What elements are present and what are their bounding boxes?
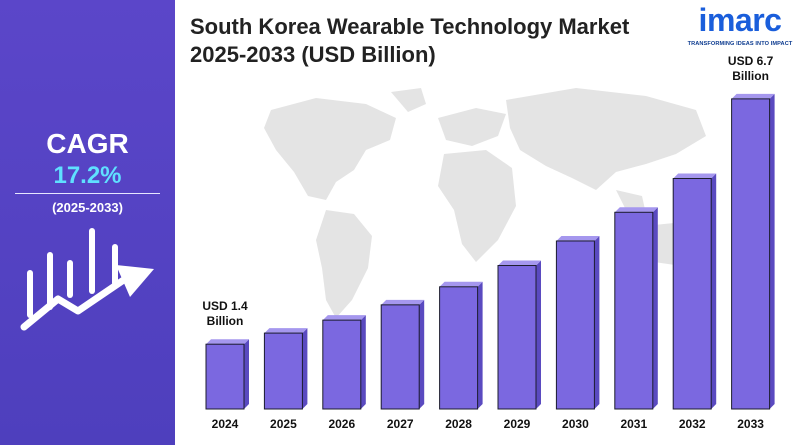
bar-2032: [672, 173, 717, 410]
bars-layer: [205, 93, 775, 410]
bar-top-2025: [264, 328, 308, 334]
x-tick-2026: 2026: [328, 417, 355, 431]
bar-front-2033: [731, 98, 771, 410]
bar-2031: [614, 207, 658, 410]
x-tick-2028: 2028: [445, 417, 472, 431]
bar-side-2028: [477, 281, 483, 409]
bar-2026: [322, 315, 366, 410]
data-label-2033-1: USD 6.7: [728, 54, 774, 68]
bar-front-2030: [555, 240, 595, 410]
x-tick-2032: 2032: [679, 417, 706, 431]
data-label-2024-1: USD 1.4: [202, 299, 248, 313]
logo-tagline: TRANSFORMING IDEAS INTO IMPACT: [687, 41, 793, 47]
bar-side-2029: [536, 260, 541, 409]
bar-side-2026: [360, 315, 366, 409]
bar-front-2031: [614, 211, 654, 410]
bar-side-2032: [711, 173, 717, 409]
bar-top-2028: [439, 281, 483, 287]
chart-title-line2: 2025-2033 (USD Billion): [190, 42, 436, 67]
bar-top-2033: [731, 93, 775, 99]
bar-side-2025: [302, 328, 308, 409]
cagr-label: CAGR: [46, 128, 129, 159]
bar-top-2032: [673, 173, 717, 179]
data-label-2024-2: Billion: [207, 314, 244, 328]
bar-top-2024: [206, 339, 249, 345]
labels-layer: 2024 2025 2026 2027 2028 2029 2030 2031 2032 2033…: [202, 54, 773, 431]
x-tick-2027: 2027: [387, 417, 414, 431]
x-tick-2033: 2033: [737, 417, 764, 431]
cagr-divider: [15, 193, 160, 194]
x-tick-2029: 2029: [504, 417, 531, 431]
bar-side-2027: [419, 299, 425, 409]
bar-front-2026: [322, 319, 362, 410]
bar-front-2029: [497, 265, 537, 410]
cagr-period: (2025-2033): [52, 200, 123, 215]
x-tick-2031: 2031: [620, 417, 647, 431]
bar-top-2031: [614, 207, 658, 213]
bar-growth-arrow-icon: [20, 228, 154, 331]
bar-2033: [731, 93, 775, 410]
data-label-2033-2: Billion: [732, 69, 769, 83]
bar-chart: 2024 2025 2026 2027 2028 2029 2030 2031 2032 2033…: [202, 54, 775, 431]
bar-top-2030: [556, 235, 600, 241]
bar-front-2032: [672, 177, 712, 410]
x-tick-2030: 2030: [562, 417, 589, 431]
x-tick-2024: 2024: [212, 417, 239, 431]
cagr-sidebar: CAGR 17.2% (2025-2033): [0, 0, 175, 445]
bar-side-2030: [594, 235, 600, 409]
bar-front-2028: [439, 286, 479, 410]
cagr-value: 17.2%: [53, 162, 122, 189]
bar-front-2025: [263, 332, 303, 410]
bar-2024: [205, 339, 249, 410]
bar-2029: [497, 260, 541, 410]
bar-2025: [263, 328, 308, 410]
x-tick-2025: 2025: [270, 417, 297, 431]
bar-side-2024: [244, 339, 249, 409]
chart-title-line1: South Korea Wearable Technology Market: [190, 14, 630, 39]
bar-2027: [380, 299, 425, 410]
logo-word: imarc: [698, 2, 782, 38]
bar-2030: [555, 235, 600, 410]
imarc-logo: imarc TRANSFORMING IDEAS INTO IMPACT: [684, 2, 796, 52]
bar-side-2033: [769, 93, 775, 409]
bar-side-2031: [652, 207, 658, 409]
bar-front-2024: [205, 343, 245, 410]
bar-front-2027: [380, 304, 420, 410]
bar-top-2029: [498, 260, 541, 266]
bar-top-2026: [322, 315, 366, 321]
chart-title: South Korea Wearable Technology Market 2…: [190, 13, 670, 69]
bar-top-2027: [381, 299, 425, 305]
bar-2028: [439, 281, 483, 410]
